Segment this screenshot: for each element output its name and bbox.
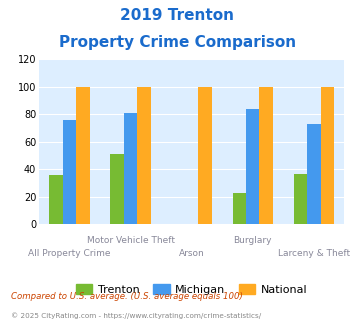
Bar <box>198 87 212 224</box>
Text: Larceny & Theft: Larceny & Theft <box>278 249 350 258</box>
Bar <box>137 87 151 224</box>
Text: 2019 Trenton: 2019 Trenton <box>120 8 235 23</box>
Text: Arson: Arson <box>179 249 204 258</box>
Legend: Trenton, Michigan, National: Trenton, Michigan, National <box>71 280 312 299</box>
Bar <box>233 193 246 224</box>
Text: Burglary: Burglary <box>234 236 272 245</box>
Bar <box>76 87 90 224</box>
Bar <box>49 175 63 224</box>
Text: Compared to U.S. average. (U.S. average equals 100): Compared to U.S. average. (U.S. average … <box>11 292 242 301</box>
Bar <box>294 174 307 224</box>
Bar <box>110 154 124 224</box>
Text: All Property Crime: All Property Crime <box>28 249 111 258</box>
Text: © 2025 CityRating.com - https://www.cityrating.com/crime-statistics/: © 2025 CityRating.com - https://www.city… <box>11 312 261 318</box>
Bar <box>260 87 273 224</box>
Text: Motor Vehicle Theft: Motor Vehicle Theft <box>87 236 175 245</box>
Bar <box>124 113 137 224</box>
Text: Property Crime Comparison: Property Crime Comparison <box>59 35 296 50</box>
Bar <box>63 120 76 224</box>
Bar <box>307 124 321 224</box>
Bar <box>246 109 260 224</box>
Bar <box>321 87 334 224</box>
